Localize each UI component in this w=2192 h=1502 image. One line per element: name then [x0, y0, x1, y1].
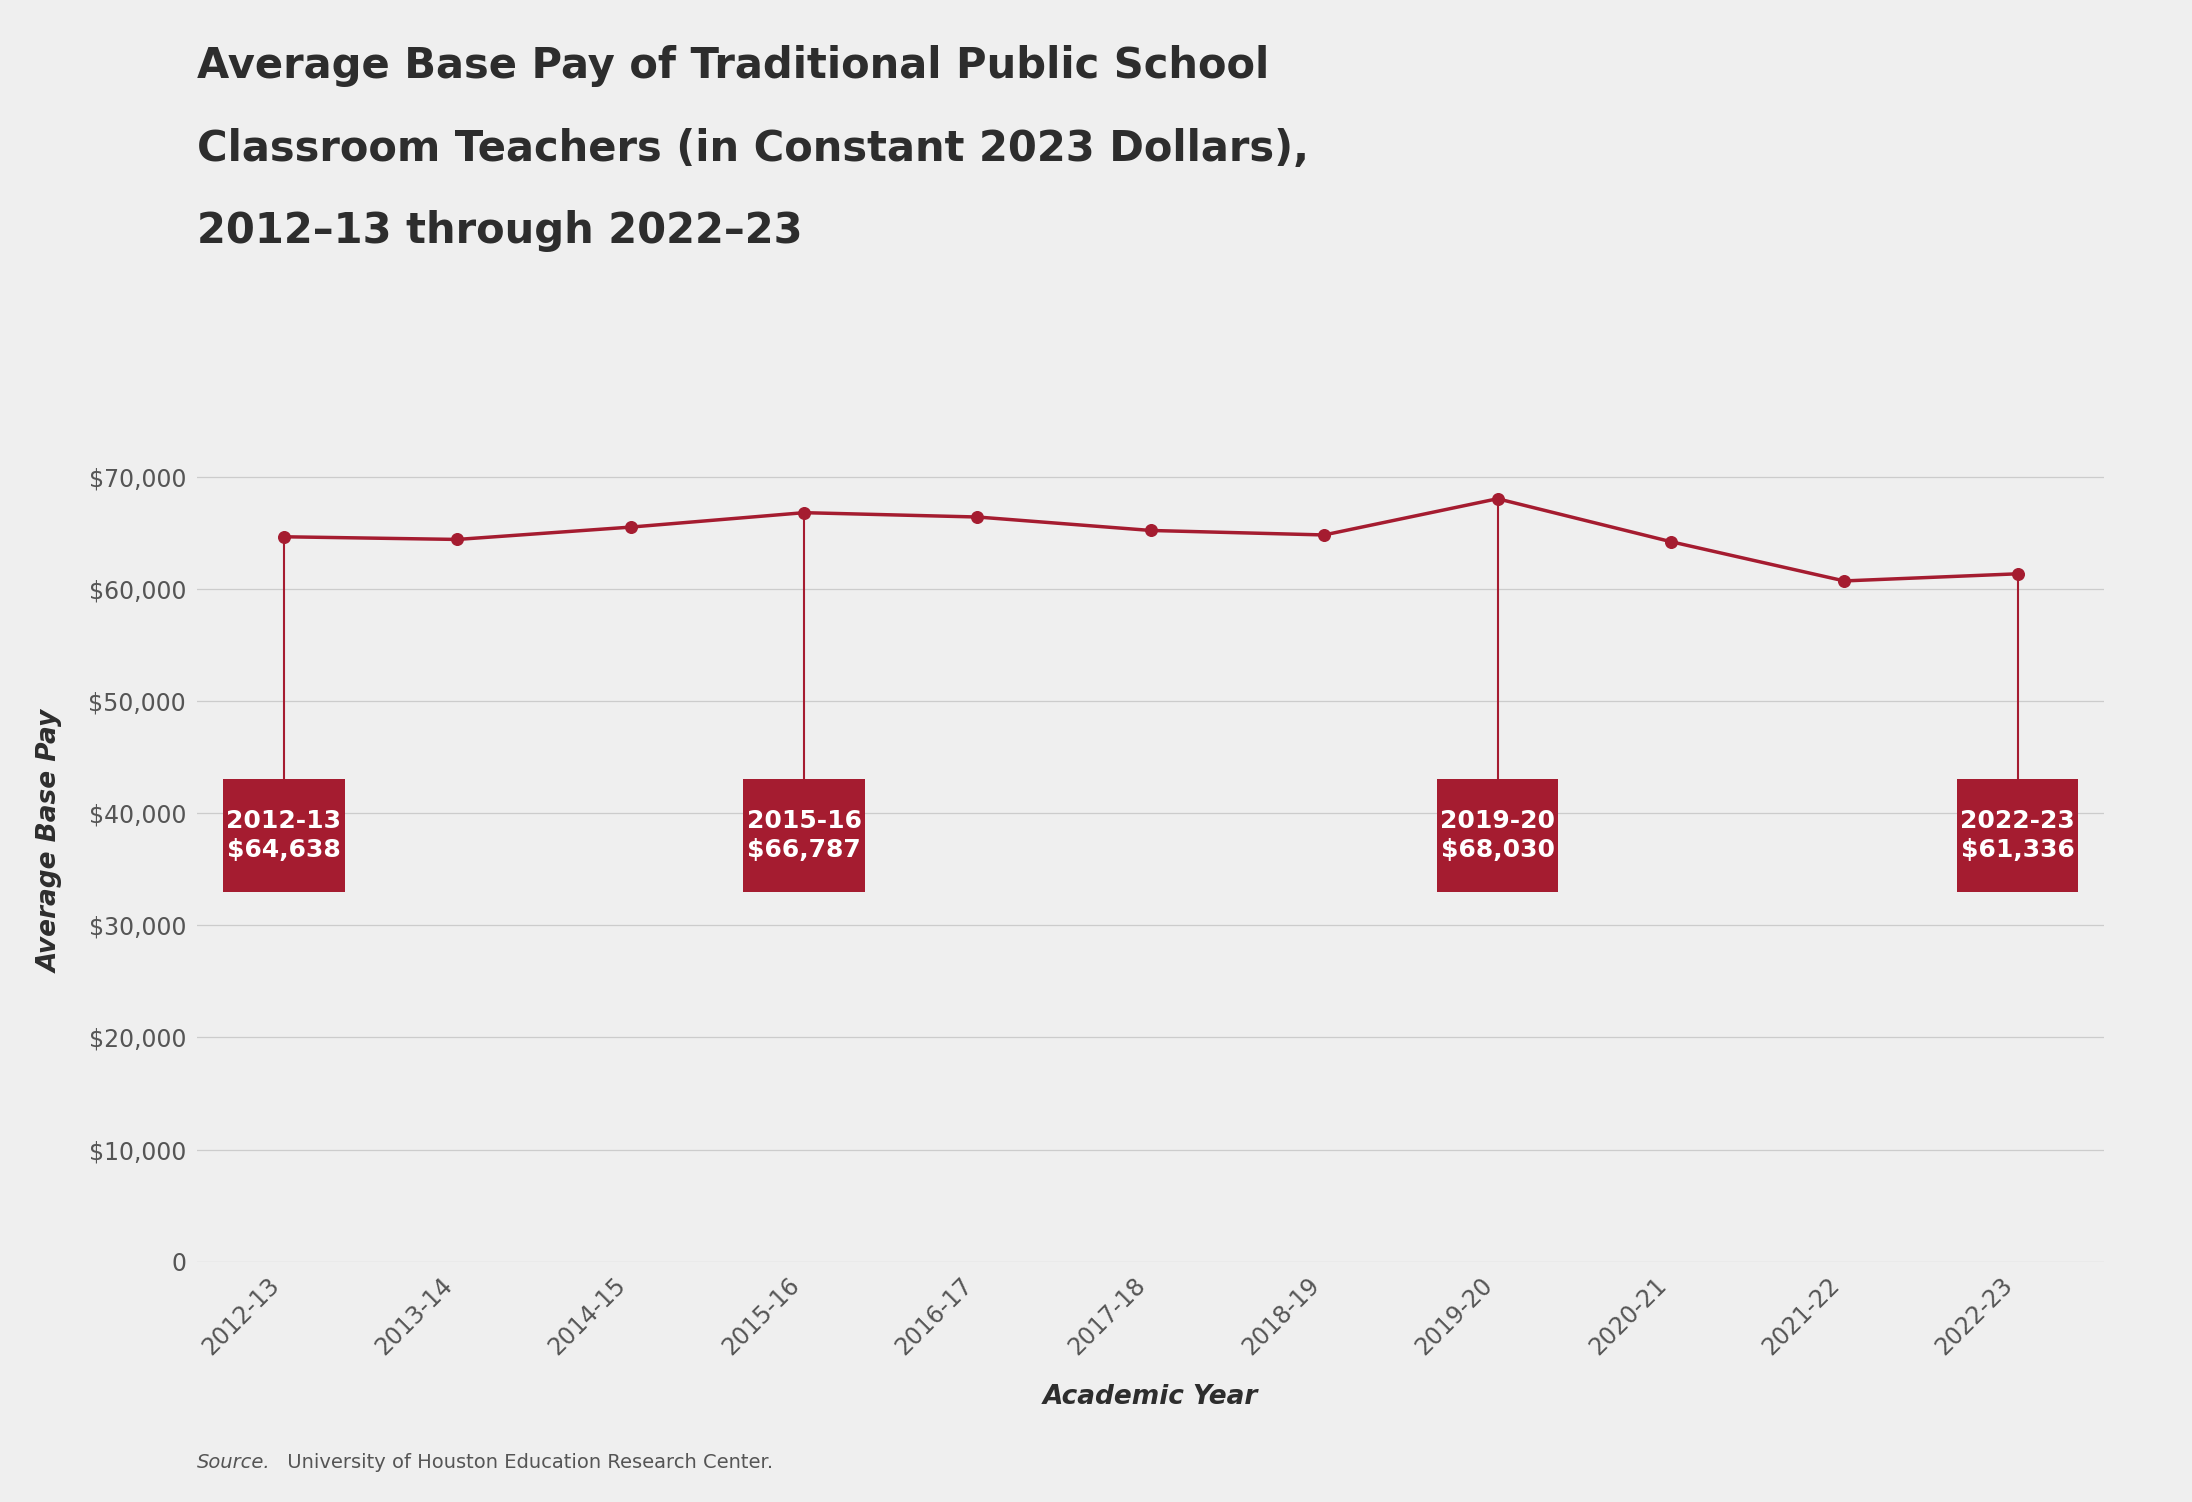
- Text: Source.: Source.: [197, 1452, 272, 1472]
- Point: [441, 527, 476, 551]
- Point: [787, 500, 822, 524]
- Text: $66,787: $66,787: [747, 838, 861, 862]
- Text: Average Base Pay of Traditional Public School: Average Base Pay of Traditional Public S…: [197, 45, 1269, 87]
- Text: $61,336: $61,336: [1960, 838, 2074, 862]
- Point: [1653, 530, 1688, 554]
- Point: [1133, 518, 1168, 542]
- Text: 2019-20: 2019-20: [1440, 810, 1554, 834]
- FancyBboxPatch shape: [743, 780, 864, 892]
- Y-axis label: Average Base Pay: Average Base Pay: [37, 709, 64, 973]
- Point: [1999, 562, 2034, 586]
- Point: [267, 524, 302, 548]
- Point: [1480, 487, 1515, 511]
- Point: [960, 505, 995, 529]
- FancyBboxPatch shape: [224, 780, 344, 892]
- Text: Classroom Teachers (in Constant 2023 Dollars),: Classroom Teachers (in Constant 2023 Dol…: [197, 128, 1309, 170]
- X-axis label: Academic Year: Academic Year: [1043, 1385, 1258, 1410]
- Text: 2012-13: 2012-13: [226, 810, 342, 834]
- FancyBboxPatch shape: [1957, 780, 2078, 892]
- Text: 2015-16: 2015-16: [747, 810, 861, 834]
- Point: [1306, 523, 1342, 547]
- Text: 2012–13 through 2022–23: 2012–13 through 2022–23: [197, 210, 802, 252]
- FancyBboxPatch shape: [1438, 780, 1559, 892]
- Point: [614, 515, 649, 539]
- Text: 2022-23: 2022-23: [1960, 810, 2076, 834]
- Point: [1826, 569, 1861, 593]
- Text: $68,030: $68,030: [1440, 838, 1554, 862]
- Text: University of Houston Education Research Center.: University of Houston Education Research…: [281, 1452, 774, 1472]
- Text: $64,638: $64,638: [228, 838, 340, 862]
